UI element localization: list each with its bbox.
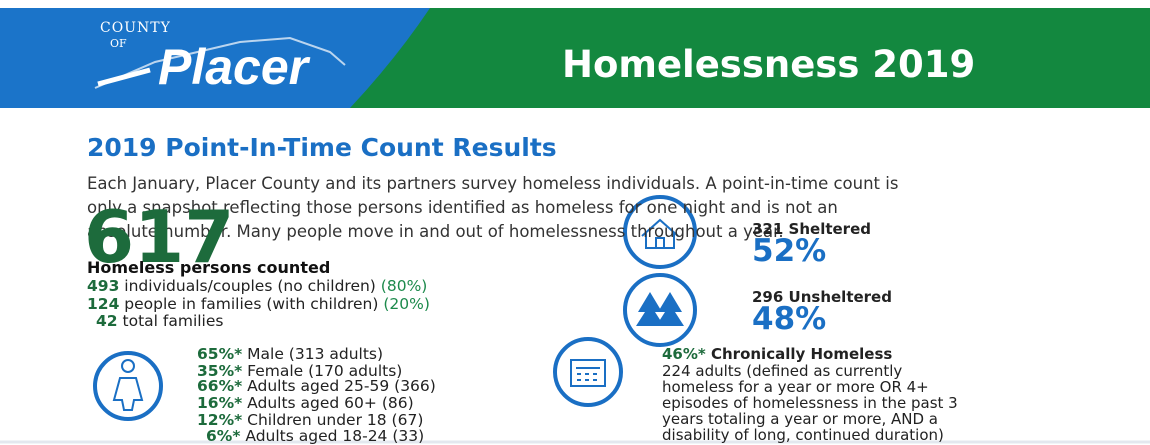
- gender-item: 35%* Female (170 adults): [197, 363, 402, 380]
- text: Children under 18 (67): [247, 411, 424, 429]
- pct: 66%*: [197, 377, 243, 395]
- count: 124: [87, 295, 120, 313]
- desc-line: episodes of homelessness in the past 3: [662, 394, 958, 412]
- breakdown-item: 42 total families: [96, 313, 223, 330]
- header-title: Homelessness 2019: [562, 43, 976, 86]
- label: Chronically Homeless: [710, 345, 893, 363]
- intro-line: Each January, Placer County and its part…: [87, 174, 899, 193]
- gender-item: 65%* Male (313 adults): [197, 346, 383, 363]
- shelter-pct: 52%: [752, 233, 827, 269]
- pct: 35%*: [197, 362, 243, 380]
- shelter-label: 321 Sheltered: [752, 220, 871, 238]
- trees-shape: [636, 292, 684, 326]
- pct: (80%): [380, 277, 428, 295]
- trees-icon: [623, 273, 697, 347]
- pct: (20%): [383, 295, 430, 313]
- text: Adults aged 25-59 (366): [247, 377, 436, 395]
- desc-line: disability of long, continued duration): [662, 426, 944, 444]
- pct: 12%*: [197, 411, 243, 429]
- text: Adults aged 18-24 (33): [245, 427, 425, 445]
- calendar-shape: [570, 359, 606, 387]
- person-icon: [93, 351, 163, 421]
- total-label: Homeless persons counted: [87, 258, 331, 277]
- text: total families: [122, 312, 224, 330]
- breakdown-item: 124 people in families (with children) (…: [87, 296, 430, 313]
- age-item: 66%* Adults aged 25-59 (366): [197, 378, 436, 395]
- text: Adults aged 60+ (86): [247, 394, 414, 412]
- text: Male (313 adults): [247, 345, 384, 363]
- intro-line: only a snapshot reflecting those persons…: [87, 198, 838, 217]
- logo-stroke: [97, 67, 151, 87]
- shelter-label: 296 Unsheltered: [752, 288, 892, 306]
- house-icon: [623, 195, 697, 269]
- calendar-icon: [553, 337, 623, 407]
- intro-line: absolute number. Many people move in and…: [87, 222, 784, 241]
- chronic-description: 224 adults (defined as currently homeles…: [662, 363, 958, 443]
- intro: Each January, Placer County and its part…: [87, 172, 898, 244]
- pct: 16%*: [197, 394, 243, 412]
- text: people in families (with children): [124, 295, 379, 313]
- count: 493: [87, 277, 120, 295]
- shelter-pct: 48%: [752, 301, 827, 337]
- age-item: 16%* Adults aged 60+ (86): [197, 395, 414, 412]
- logo-of: OF: [110, 37, 127, 50]
- pct: 6%*: [206, 427, 241, 445]
- desc-line: 224 adults (defined as currently: [662, 362, 903, 380]
- logo-name: Placer: [158, 39, 309, 95]
- count: 42: [96, 312, 118, 330]
- house-shape: [641, 218, 679, 249]
- logo-county: COUNTY: [100, 20, 171, 36]
- age-item: 12%* Children under 18 (67): [197, 412, 423, 429]
- desc-line: homeless for a year or more OR 4+: [662, 378, 929, 396]
- text: individuals/couples (no children): [124, 277, 376, 295]
- breakdown-item: 493 individuals/couples (no children) (8…: [87, 278, 427, 295]
- chronic-heading: 46%* Chronically Homeless: [662, 345, 892, 363]
- logo-mountain: [94, 36, 346, 89]
- desc-line: years totaling a year or more, AND a: [662, 410, 938, 428]
- calendar-grid: [576, 367, 600, 381]
- age-item: 6%* Adults aged 18-24 (33): [206, 428, 424, 445]
- section-title: 2019 Point-In-Time Count Results: [87, 133, 557, 162]
- person-shape: [112, 359, 144, 411]
- pct: 65%*: [197, 345, 243, 363]
- pct: 46%*: [662, 345, 706, 363]
- text: Female (170 adults): [247, 362, 403, 380]
- total-number: 617: [84, 195, 235, 279]
